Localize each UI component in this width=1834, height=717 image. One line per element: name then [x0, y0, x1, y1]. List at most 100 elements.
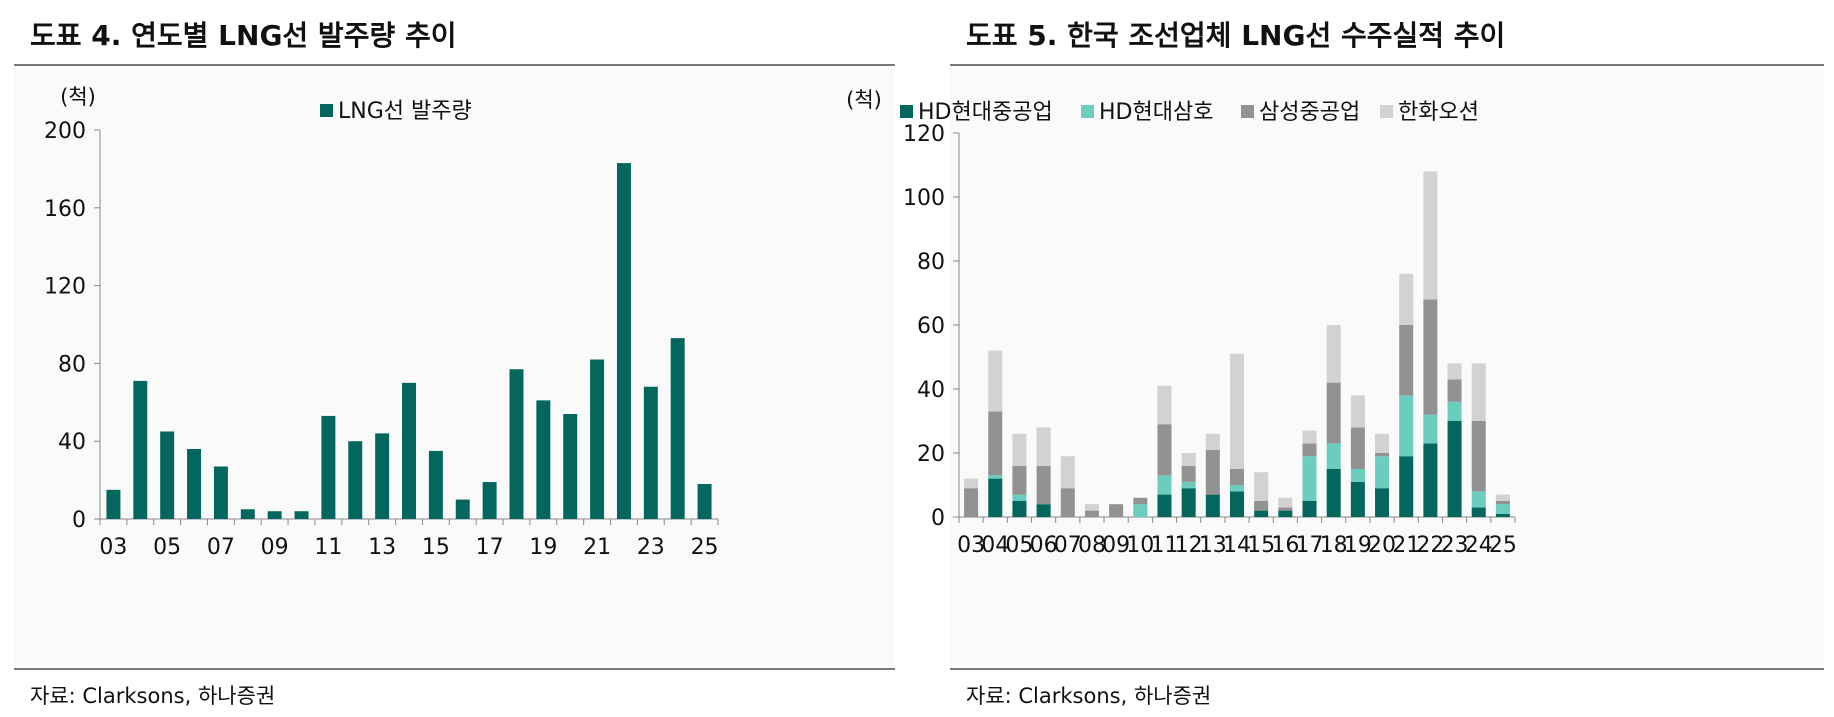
bar-series2-10: [1133, 504, 1148, 517]
bar-07: [213, 466, 228, 519]
bar-series3-06: [1036, 465, 1051, 505]
bar-series4-18: [1326, 325, 1341, 383]
x-tick-label: 03: [957, 533, 985, 558]
bar-series3-08: [1084, 510, 1099, 517]
x-tick-label: 07: [207, 535, 235, 560]
bar-22: [616, 163, 631, 519]
bar-series3-07: [1060, 488, 1075, 517]
bar-series3-09: [1109, 504, 1124, 517]
bar-series4-03: [964, 478, 979, 489]
bar-series4-15: [1254, 472, 1269, 501]
y-tick-label: 60: [917, 314, 945, 339]
y-tick-label: 100: [903, 186, 945, 211]
bar-series4-22: [1423, 171, 1438, 300]
x-tick-label: 25: [691, 535, 719, 560]
x-tick-label: 20: [1368, 533, 1396, 558]
bar-series1-15: [1254, 510, 1269, 517]
bar-series2-20: [1375, 456, 1390, 489]
bar-series4-05: [1012, 433, 1027, 466]
x-tick-label: 19: [1344, 533, 1372, 558]
bar-19: [536, 400, 551, 519]
bar-series3-15: [1254, 501, 1269, 511]
x-tick-label: 09: [1102, 533, 1130, 558]
bar-series1-18: [1326, 469, 1341, 517]
x-tick-label: 23: [1441, 533, 1469, 558]
bar-series2-17: [1302, 456, 1317, 501]
legend-swatch: [1380, 105, 1393, 118]
bar-chart-svg: 0 40 80 120 160 200 (척) 03 05 07 09 11 13 15 17 19 21 23 2…: [44, 85, 719, 560]
x-tick-label: 15: [422, 535, 450, 560]
bar-series4-14: [1229, 353, 1245, 469]
source-divider: [14, 668, 895, 670]
x-tick-label: 11: [314, 535, 342, 560]
y-tick-label: 80: [58, 352, 86, 377]
bar-series4-07: [1060, 456, 1075, 489]
bar-series4-12: [1181, 453, 1196, 466]
bar-series3-04: [988, 411, 1003, 476]
bar-series1-04: [988, 478, 1003, 517]
bar-series1-25: [1495, 513, 1510, 517]
bar-18: [509, 369, 524, 519]
x-tick-label: 13: [1199, 533, 1227, 558]
bar-series4-16: [1278, 497, 1293, 508]
bar-08: [240, 509, 255, 519]
x-tick-label: 13: [368, 535, 396, 560]
bar-series3-22: [1423, 299, 1438, 415]
bar-17: [482, 482, 497, 519]
legend-label: HD현대삼호: [1099, 100, 1213, 125]
bar-series1-21: [1399, 456, 1414, 517]
x-tick-label: 06: [1030, 533, 1058, 558]
bar-series1-12: [1181, 488, 1196, 517]
x-tick-label: 04: [981, 533, 1009, 558]
bar-series2-14: [1229, 485, 1245, 492]
bar-series2-25: [1495, 504, 1510, 514]
bar-25: [697, 483, 712, 519]
bar-10: [294, 511, 309, 519]
y-tick-label: 160: [44, 197, 86, 222]
bar-series2-23: [1447, 401, 1462, 421]
stacked-bar-chart-svg: 0 20 40 60 80 100 120 (척) 0304050607080910111213…: [846, 88, 1517, 558]
bar-series2-11: [1157, 475, 1172, 495]
x-tick-label: 18: [1320, 533, 1348, 558]
legend-swatch: [1081, 105, 1094, 118]
x-tick-label: 23: [637, 535, 665, 560]
bar-series3-17: [1302, 443, 1317, 457]
bar-series4-17: [1302, 430, 1317, 444]
bar-series4-04: [988, 350, 1003, 412]
y-tick-label: 40: [917, 378, 945, 403]
x-tick-label: 16: [1271, 533, 1299, 558]
x-tick-label: 10: [1126, 533, 1154, 558]
bar-12: [348, 441, 363, 519]
bar-series2-12: [1181, 481, 1196, 489]
source-divider: [950, 668, 1824, 670]
x-tick-label: 24: [1465, 533, 1493, 558]
bar-series1-20: [1375, 488, 1390, 517]
legend-label: HD현대중공업: [918, 100, 1053, 125]
bar-series1-13: [1205, 494, 1220, 517]
plot-background: [14, 68, 895, 665]
bar-20: [563, 413, 578, 519]
bar-series2-04: [988, 475, 1003, 479]
bar-series3-03: [964, 488, 979, 517]
x-tick-label: 03: [99, 535, 127, 560]
bar-series1-24: [1471, 507, 1486, 517]
bar-series4-13: [1205, 433, 1220, 450]
bar-series3-24: [1471, 421, 1486, 492]
x-tick-label: 25: [1489, 533, 1517, 558]
bar-series4-19: [1350, 395, 1365, 428]
legend-label: LNG선 발주량: [338, 99, 472, 124]
x-tick-label: 08: [1078, 533, 1106, 558]
title-divider: [14, 64, 895, 66]
bar-series3-14: [1229, 469, 1245, 485]
x-tick-label: 22: [1416, 533, 1444, 558]
y-tick-label: 40: [58, 430, 86, 455]
bar-series3-20: [1375, 453, 1390, 457]
x-tick-label: 15: [1247, 533, 1275, 558]
x-tick-label: 19: [529, 535, 557, 560]
bar-series1-14: [1229, 491, 1245, 517]
x-tick-label: 05: [1005, 533, 1033, 558]
bar-series3-10: [1133, 497, 1148, 505]
bar-09: [267, 511, 282, 519]
legend-swatch: [320, 104, 333, 117]
bar-04: [133, 380, 148, 519]
